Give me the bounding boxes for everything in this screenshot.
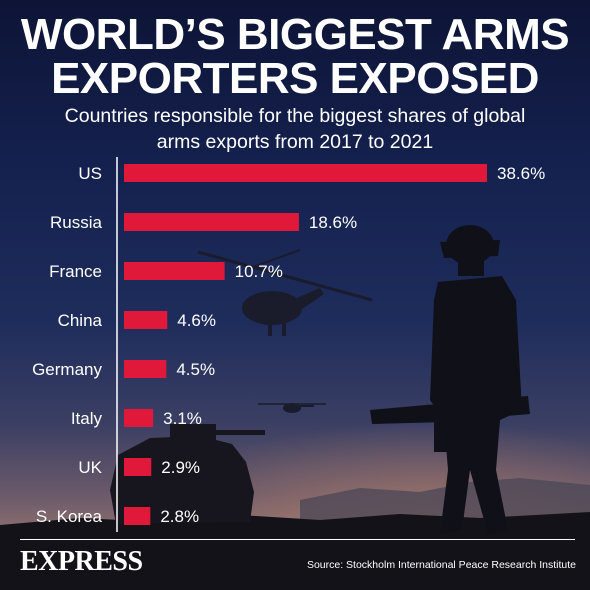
category-label: Italy	[71, 409, 103, 428]
page-title-line-2: EXPORTERS EXPOSED	[51, 54, 539, 103]
page-title-line-1: WORLD’S BIGGEST ARMS	[20, 10, 570, 59]
data-label: 3.1%	[163, 409, 202, 428]
bar	[124, 458, 152, 476]
bar	[124, 213, 299, 231]
helicopter-silhouette	[197, 249, 373, 336]
data-label: 2.9%	[161, 458, 200, 477]
footer-divider	[20, 539, 575, 540]
category-label: Russia	[50, 213, 103, 232]
data-label: 18.6%	[309, 213, 357, 232]
subtitle-line-1: Countries responsible for the biggest sh…	[64, 105, 526, 127]
bar	[124, 507, 151, 525]
soldier-silhouette	[370, 225, 530, 534]
bar	[124, 262, 225, 280]
category-label: France	[49, 262, 102, 281]
bar	[124, 409, 154, 427]
category-label: S. Korea	[36, 507, 103, 526]
data-label: 4.6%	[177, 311, 216, 330]
data-label: 2.8%	[160, 507, 199, 526]
bar	[124, 360, 167, 378]
data-label: 4.5%	[176, 360, 215, 379]
category-label: Germany	[32, 360, 102, 379]
bar	[124, 164, 487, 182]
category-label: UK	[78, 458, 102, 477]
category-label: US	[78, 164, 102, 183]
bar	[124, 311, 168, 329]
small-helicopter-silhouette	[258, 403, 326, 413]
exporters-bar-chart: US 38.6% Russia 18.6% France 10.7% China 4.6% Ge…	[32, 157, 545, 532]
data-label: 38.6%	[497, 164, 545, 183]
source-note: Source: Stockholm International Peace Re…	[306, 559, 576, 571]
express-logo: EXPRESS	[20, 546, 143, 577]
subtitle-line-2: arms exports from 2017 to 2021	[156, 131, 434, 153]
data-label: 10.7%	[235, 262, 283, 281]
category-label: China	[58, 311, 103, 330]
